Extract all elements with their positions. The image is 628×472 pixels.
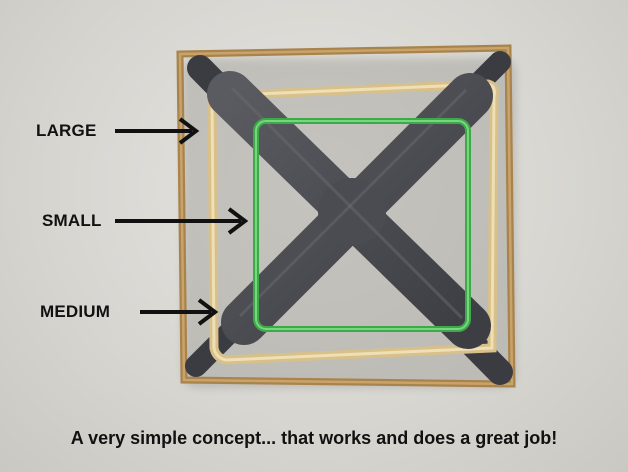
small-rubber-band xyxy=(253,118,471,332)
arrow-medium xyxy=(140,298,219,326)
arrow-large xyxy=(115,117,200,145)
label-medium: MEDIUM xyxy=(40,302,111,321)
label-large: LARGE xyxy=(36,121,97,140)
medium-rubber-band xyxy=(207,79,499,365)
label-small: SMALL xyxy=(42,211,102,230)
large-rubber-band xyxy=(176,44,516,388)
arrow-small xyxy=(115,207,249,235)
holder-front-cross xyxy=(207,71,493,349)
caption-text: A very simple concept... that works and … xyxy=(70,428,558,448)
